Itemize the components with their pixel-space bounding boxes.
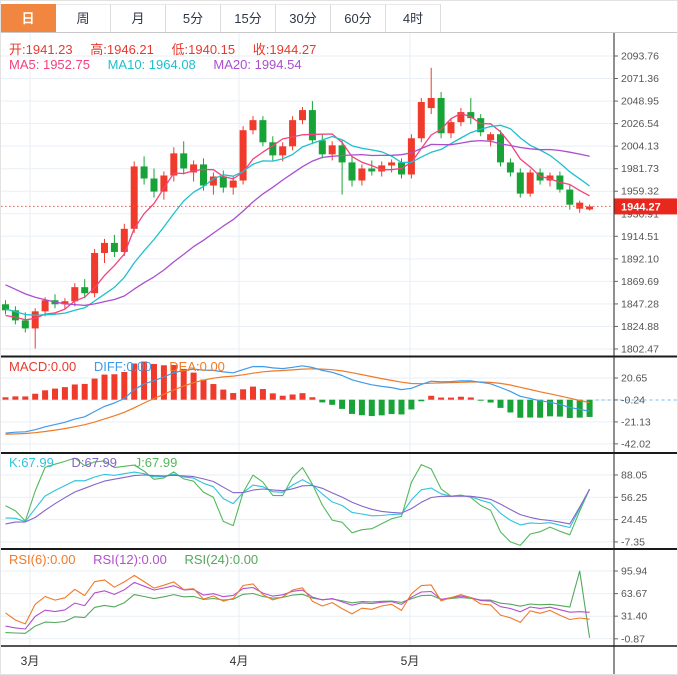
current-price-badge-value: 1944.27 bbox=[621, 201, 661, 213]
svg-text:-0.87: -0.87 bbox=[621, 633, 645, 645]
svg-text:1802.47: 1802.47 bbox=[621, 343, 659, 355]
svg-text:63.67: 63.67 bbox=[621, 588, 647, 600]
svg-text:2004.13: 2004.13 bbox=[621, 141, 659, 153]
tab-5min[interactable]: 5分 bbox=[166, 4, 221, 32]
svg-text:24.45: 24.45 bbox=[621, 514, 647, 526]
svg-text:-21.13: -21.13 bbox=[621, 416, 651, 428]
svg-text:31.40: 31.40 bbox=[621, 611, 647, 623]
svg-text:20.65: 20.65 bbox=[621, 373, 647, 385]
svg-text:1892.10: 1892.10 bbox=[621, 253, 659, 265]
svg-text:2071.36: 2071.36 bbox=[621, 73, 659, 85]
tab-week[interactable]: 周 bbox=[56, 4, 111, 32]
tab-60min[interactable]: 60分 bbox=[331, 4, 386, 32]
tab-month[interactable]: 月 bbox=[111, 4, 166, 32]
svg-text:4月: 4月 bbox=[230, 654, 249, 668]
svg-text:1959.32: 1959.32 bbox=[621, 186, 659, 198]
timeframe-tabbar: 日 周 月 5分 15分 30分 60分 4时 bbox=[1, 1, 677, 33]
svg-text:3月: 3月 bbox=[21, 654, 40, 668]
svg-text:1981.73: 1981.73 bbox=[621, 163, 659, 175]
svg-text:-42.02: -42.02 bbox=[621, 438, 651, 450]
svg-text:2093.76: 2093.76 bbox=[621, 51, 659, 63]
svg-text:56.25: 56.25 bbox=[621, 492, 647, 504]
tab-30min[interactable]: 30分 bbox=[276, 4, 331, 32]
svg-text:-0.24: -0.24 bbox=[621, 394, 645, 406]
tab-4hour[interactable]: 4时 bbox=[386, 4, 441, 32]
svg-text:95.94: 95.94 bbox=[621, 566, 647, 578]
svg-text:2026.54: 2026.54 bbox=[621, 118, 659, 130]
svg-text:1847.28: 1847.28 bbox=[621, 298, 659, 310]
chart-area[interactable]: 2093.76 2071.36 2048.95 2026.54 2004.13 1981.… bbox=[1, 33, 678, 675]
svg-text:88.05: 88.05 bbox=[621, 470, 647, 482]
svg-text:1914.51: 1914.51 bbox=[621, 231, 659, 243]
svg-text:1869.69: 1869.69 bbox=[621, 276, 659, 288]
tab-day[interactable]: 日 bbox=[1, 4, 56, 32]
current-price-badge bbox=[614, 198, 677, 215]
svg-text:-7.35: -7.35 bbox=[621, 536, 645, 548]
tab-15min[interactable]: 15分 bbox=[221, 4, 276, 32]
chart-canvas[interactable]: 2093.76 2071.36 2048.95 2026.54 2004.13 1981.… bbox=[1, 33, 678, 675]
svg-text:2048.95: 2048.95 bbox=[621, 96, 659, 108]
svg-text:5月: 5月 bbox=[401, 654, 420, 668]
svg-text:1824.88: 1824.88 bbox=[621, 321, 659, 333]
